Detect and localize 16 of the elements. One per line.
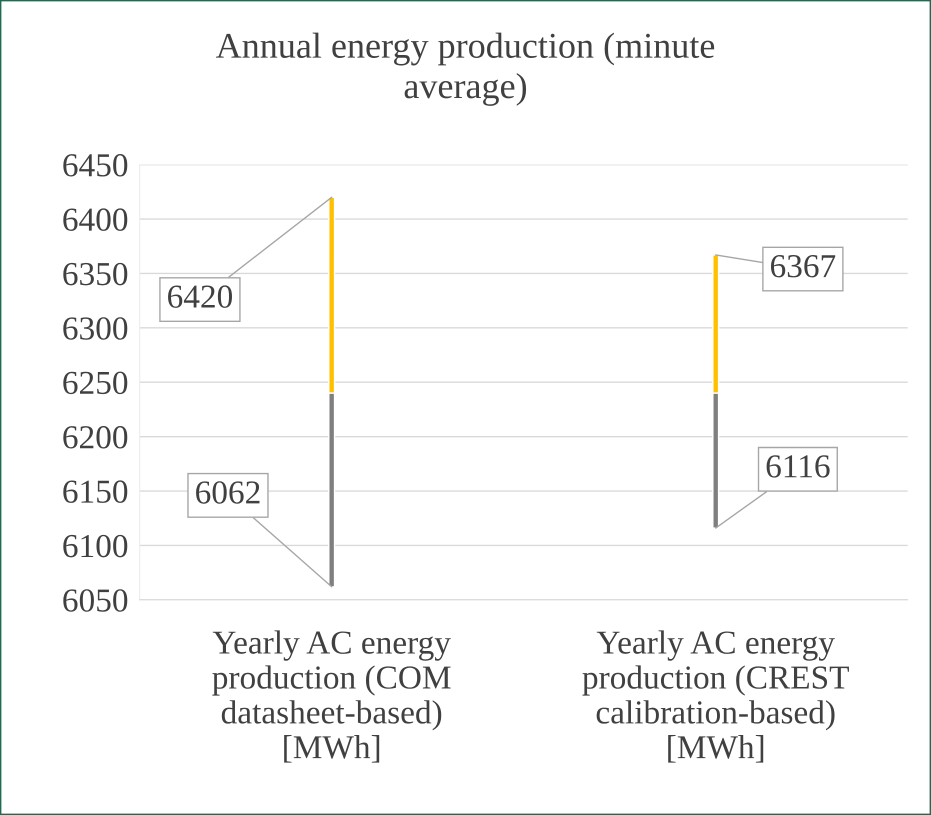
y-tick-label: 6250: [63, 372, 128, 394]
annotation: 6116: [766, 455, 830, 478]
y-tick-label: 6400: [63, 208, 128, 231]
y-tick-label: 6200: [63, 426, 128, 449]
y-tick-label: 6100: [63, 534, 128, 558]
y-tick-label: 6050: [63, 589, 128, 612]
y-tick-label: 6300: [63, 317, 128, 340]
annotation: 6062: [196, 481, 260, 504]
y-tick-label: 6450: [63, 154, 128, 177]
y-tick-label: 6150: [63, 480, 128, 503]
annotation: 6420: [168, 285, 232, 308]
annotation: 6367: [770, 255, 836, 278]
x-tick-label: Yearly AC energy production (COM datasheet-based) [MWh]: [212, 630, 451, 763]
chart-title: Annual energy production (minute average): [216, 32, 714, 106]
y-tick-label: 6350: [63, 262, 128, 286]
x-tick-label: Yearly AC energy production (CREST calibration-based) [MWh]: [582, 630, 849, 763]
